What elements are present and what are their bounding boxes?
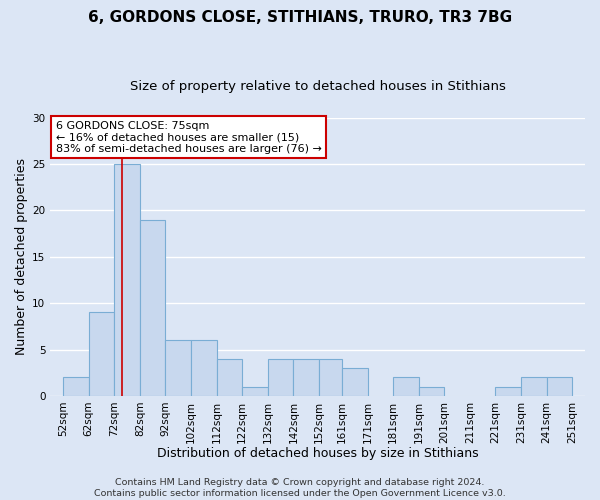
Bar: [342, 368, 368, 396]
Bar: [140, 220, 166, 396]
Bar: [89, 312, 114, 396]
Bar: [114, 164, 140, 396]
Bar: [319, 359, 342, 396]
Bar: [191, 340, 217, 396]
Y-axis label: Number of detached properties: Number of detached properties: [15, 158, 28, 356]
X-axis label: Distribution of detached houses by size in Stithians: Distribution of detached houses by size …: [157, 447, 478, 460]
Bar: [242, 386, 268, 396]
Text: 6 GORDONS CLOSE: 75sqm
← 16% of detached houses are smaller (15)
83% of semi-det: 6 GORDONS CLOSE: 75sqm ← 16% of detached…: [56, 120, 322, 154]
Bar: [419, 386, 444, 396]
Bar: [393, 378, 419, 396]
Text: Contains HM Land Registry data © Crown copyright and database right 2024.
Contai: Contains HM Land Registry data © Crown c…: [94, 478, 506, 498]
Bar: [166, 340, 191, 396]
Bar: [268, 359, 293, 396]
Bar: [547, 378, 572, 396]
Title: Size of property relative to detached houses in Stithians: Size of property relative to detached ho…: [130, 80, 506, 93]
Bar: [63, 378, 89, 396]
Bar: [293, 359, 319, 396]
Text: 6, GORDONS CLOSE, STITHIANS, TRURO, TR3 7BG: 6, GORDONS CLOSE, STITHIANS, TRURO, TR3 …: [88, 10, 512, 25]
Bar: [217, 359, 242, 396]
Bar: [521, 378, 547, 396]
Bar: [496, 386, 521, 396]
